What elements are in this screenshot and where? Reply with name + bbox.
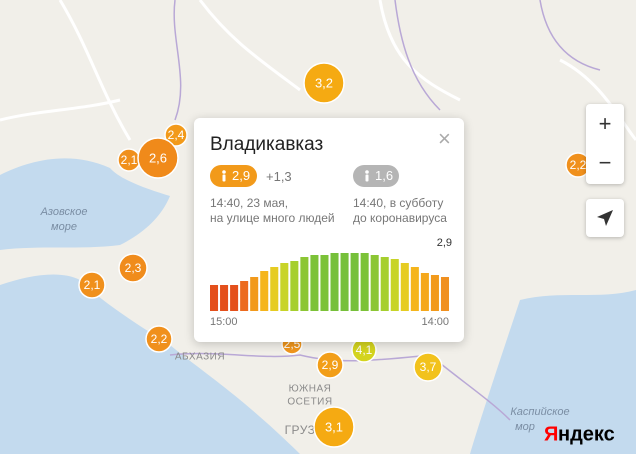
popup: Владикавказ × 2,9 +1,3 1,6 14:40, 23 мая… <box>194 118 464 342</box>
locate-icon <box>597 210 613 226</box>
person-icon <box>365 170 369 182</box>
bar <box>250 277 259 311</box>
map-label: море <box>51 221 77 233</box>
bar <box>280 263 289 311</box>
end-label: 14:00 <box>421 316 449 328</box>
bar <box>370 255 379 311</box>
marker-label: 4,1 <box>356 343 373 357</box>
start-label: 15:00 <box>210 316 238 328</box>
bar <box>400 263 409 311</box>
border <box>169 0 601 421</box>
marker <box>303 62 345 104</box>
map-label: Каспийское <box>510 406 569 418</box>
logo: Я <box>544 423 558 445</box>
marker <box>118 253 148 283</box>
current-text: 14:40, 23 мая, <box>210 196 289 210</box>
baseline-text: 14:40, в субботу <box>353 196 444 210</box>
bar <box>220 285 229 311</box>
marker-label: 2,2 <box>151 332 168 346</box>
bar <box>240 281 249 311</box>
baseline-text: до коронавируса <box>353 211 447 225</box>
marker-label: 2,1 <box>84 278 101 292</box>
marker-label: 2,1 <box>121 153 138 167</box>
logo: ндекс <box>558 423 615 445</box>
zoom-control: + − <box>586 104 624 184</box>
marker <box>313 406 355 448</box>
current-text: на улице много людей <box>210 211 335 225</box>
map-label: Азовское <box>40 206 88 218</box>
bar <box>320 255 329 311</box>
map-label: АБХАЗИЯ <box>175 352 225 363</box>
map-label: ГРУЗ <box>285 423 316 437</box>
sea <box>470 290 636 454</box>
baseline-value: 1,6 <box>375 168 394 183</box>
bar <box>300 257 309 311</box>
bar <box>350 253 359 311</box>
marker-label: 2,2 <box>570 158 587 172</box>
bar <box>420 273 429 311</box>
marker-label: 3,1 <box>325 419 343 434</box>
bar <box>210 285 219 311</box>
marker-label: 3,7 <box>420 360 437 374</box>
map-label: ОСЕТИЯ <box>287 397 332 408</box>
baseline-pill: 1,6 <box>353 165 399 187</box>
marker <box>164 123 188 147</box>
map-label: мор <box>515 421 535 433</box>
popup-title: Владикавказ <box>210 134 324 155</box>
delta: +1,3 <box>266 169 292 184</box>
bar <box>410 267 419 311</box>
road <box>0 0 636 141</box>
marker-label: 2,4 <box>168 128 185 142</box>
bar <box>260 271 269 311</box>
bar <box>430 275 439 311</box>
current-pill: 2,9 <box>210 165 257 187</box>
marker-label: 3,2 <box>315 75 333 90</box>
bar <box>390 259 399 311</box>
marker <box>78 271 106 299</box>
sea <box>0 274 300 454</box>
bar <box>440 277 449 311</box>
popup-chart: 2,9 15:00 14:00 <box>210 237 452 328</box>
locate-button[interactable] <box>586 199 624 237</box>
marker <box>413 352 443 382</box>
sea <box>0 158 170 250</box>
current-value: 2,9 <box>232 168 251 183</box>
bar <box>330 253 339 311</box>
bar <box>340 253 349 311</box>
close-button[interactable]: × <box>438 126 451 151</box>
bar <box>380 257 389 311</box>
zoom-in[interactable]: + <box>598 111 612 136</box>
marker-label: 2,3 <box>125 261 142 275</box>
zoom-out[interactable]: − <box>598 150 612 175</box>
bar <box>230 285 239 311</box>
bar <box>360 253 369 311</box>
marker <box>145 325 173 353</box>
bar <box>310 255 319 311</box>
bar <box>290 261 299 311</box>
marker <box>316 351 344 379</box>
person-icon <box>222 170 226 182</box>
marker-label: 2,6 <box>149 150 167 165</box>
marker <box>137 137 179 179</box>
max-label: 2,9 <box>437 237 452 249</box>
marker-label: 2,9 <box>322 358 339 372</box>
bar <box>270 267 279 311</box>
map-label: ЮЖНАЯ <box>289 384 332 395</box>
